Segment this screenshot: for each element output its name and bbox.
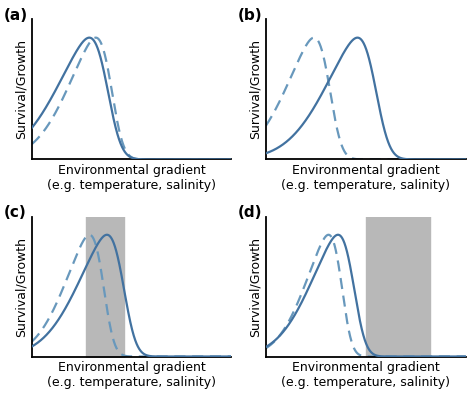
X-axis label: Environmental gradient
(e.g. temperature, salinity): Environmental gradient (e.g. temperature… [281, 360, 450, 389]
Y-axis label: Survival/Growth: Survival/Growth [249, 237, 262, 337]
Y-axis label: Survival/Growth: Survival/Growth [15, 237, 27, 337]
Text: (b): (b) [238, 8, 263, 23]
X-axis label: Environmental gradient
(e.g. temperature, salinity): Environmental gradient (e.g. temperature… [47, 164, 216, 192]
Y-axis label: Survival/Growth: Survival/Growth [15, 39, 27, 139]
Text: (d): (d) [238, 205, 263, 220]
Text: (c): (c) [4, 205, 27, 220]
Text: (a): (a) [4, 8, 28, 23]
X-axis label: Environmental gradient
(e.g. temperature, salinity): Environmental gradient (e.g. temperature… [47, 360, 216, 389]
Y-axis label: Survival/Growth: Survival/Growth [249, 39, 262, 139]
X-axis label: Environmental gradient
(e.g. temperature, salinity): Environmental gradient (e.g. temperature… [281, 164, 450, 192]
